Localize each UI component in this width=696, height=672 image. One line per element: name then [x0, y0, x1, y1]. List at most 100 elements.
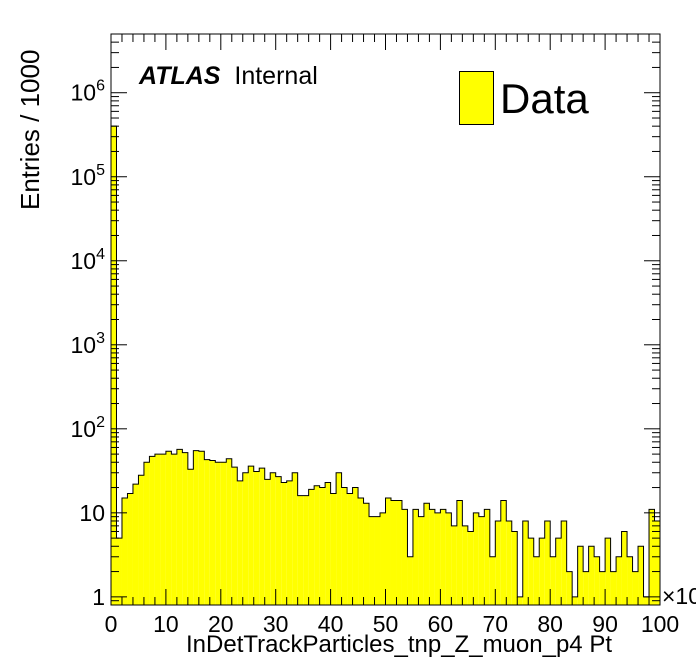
histogram-bar: [187, 469, 194, 605]
histogram-bar: [259, 468, 265, 605]
histogram-bar: [237, 480, 243, 605]
legend-label-data: Data: [500, 75, 589, 122]
histogram-bar: [555, 538, 562, 605]
histogram-bar: [467, 531, 474, 605]
histogram-bar: [347, 493, 353, 605]
histogram-bar: [577, 546, 584, 605]
histogram-bar: [121, 498, 128, 605]
histogram-bar: [281, 482, 287, 605]
histogram-bar: [528, 538, 534, 605]
histogram-bar: [176, 449, 183, 605]
histogram-bar: [627, 556, 633, 605]
histogram-bar: [171, 454, 177, 605]
histogram-bar: [226, 458, 232, 605]
histogram-bar: [649, 509, 655, 605]
histogram-bar: [429, 509, 435, 605]
histogram-bar: [500, 500, 507, 605]
x-axis-multiplier: ×10: [662, 583, 696, 609]
histogram-bar: [517, 596, 523, 605]
histogram-bar: [286, 480, 293, 605]
x-tick-label: 60: [428, 611, 454, 637]
histogram-bars: [110, 125, 661, 606]
histogram-bar: [451, 525, 457, 605]
histogram-bar: [319, 487, 326, 605]
histogram-bar: [138, 475, 144, 605]
histogram-bar: [369, 516, 375, 605]
histogram-bar: [489, 556, 496, 605]
histogram-bar: [270, 472, 276, 605]
histogram-bar: [182, 452, 188, 605]
histogram-bar: [495, 520, 501, 605]
x-axis-title: InDetTrackParticles_tnp_Z_muon_p4 Pt: [186, 631, 612, 658]
histogram-bar: [583, 571, 589, 605]
x-tick-label: 20: [208, 611, 234, 637]
y-tick-labels: 1 10 102 103 104 105 106: [71, 78, 106, 610]
histogram-bar: [209, 460, 216, 605]
histogram-bar: [264, 479, 271, 605]
histogram-bar: [204, 459, 210, 605]
histogram-bar: [632, 571, 639, 605]
histogram-bar: [154, 454, 161, 605]
histogram-bar: [231, 467, 238, 605]
histogram-bar: [478, 516, 485, 605]
x-tick-label: 50: [373, 611, 399, 637]
x-tick-label: 100: [641, 611, 679, 637]
y-tick-label: 103: [71, 330, 106, 358]
histogram-bar: [533, 556, 540, 605]
histogram-bar: [423, 503, 430, 605]
plot-frame: [110, 33, 661, 606]
axis-ticks: [110, 33, 661, 606]
histogram-bar: [511, 531, 518, 605]
histogram-bar: [616, 556, 622, 605]
histogram-bar: [220, 462, 227, 605]
histogram-bar: [336, 472, 342, 605]
histogram-bar: [550, 556, 556, 605]
histogram-bar: [308, 489, 315, 605]
histogram-bar: [325, 482, 331, 605]
histogram-bar: [242, 472, 249, 605]
histogram-outline: [110, 125, 661, 605]
histogram-bar: [594, 556, 600, 605]
histogram-bar: [621, 531, 628, 605]
histogram-bar: [484, 509, 490, 605]
x-tick-label: 0: [105, 611, 118, 637]
histogram-bar: [352, 487, 359, 605]
histogram-bar: [116, 538, 122, 605]
histogram-bar: [561, 520, 567, 605]
histogram-bar: [198, 451, 205, 605]
histogram-bar: [132, 484, 139, 605]
histogram-bar: [434, 512, 441, 605]
y-axis-title: Entries / 1000: [15, 49, 45, 210]
histogram-bar: [412, 509, 419, 605]
histogram-bar: [358, 498, 364, 605]
histogram-bar: [111, 126, 117, 606]
histogram-bar: [380, 512, 386, 605]
x-tick-label: 40: [318, 611, 344, 637]
histogram-bar: [341, 487, 348, 605]
histogram-bar: [330, 493, 337, 605]
histogram-bar: [610, 571, 617, 605]
histogram-bar: [566, 571, 573, 605]
histogram-bar: [143, 462, 150, 605]
histogram-bar: [643, 596, 650, 605]
histogram-bar: [303, 495, 309, 605]
histogram-bar: [363, 503, 370, 605]
histogram-bar: [215, 462, 221, 605]
x-tick-label: 10: [153, 611, 179, 637]
histogram-bar: [506, 520, 512, 605]
histogram-bar: [165, 451, 172, 605]
histogram-bar: [253, 471, 260, 605]
x-tick-labels: 0 10 20 30 40 50 60 70 80 90 100: [105, 611, 680, 637]
y-tick-label: 104: [71, 246, 106, 274]
histogram-bar: [445, 512, 452, 605]
histogram-bar: [572, 596, 578, 605]
x-tick-label: 90: [592, 611, 618, 637]
y-tick-label: 1: [92, 584, 105, 610]
histogram-bar: [638, 546, 644, 605]
y-tick-label: 106: [71, 78, 106, 106]
histogram-bar: [544, 520, 551, 605]
histogram-bar: [193, 450, 199, 605]
histogram-bar: [292, 472, 298, 605]
histogram-bar: [599, 571, 606, 605]
